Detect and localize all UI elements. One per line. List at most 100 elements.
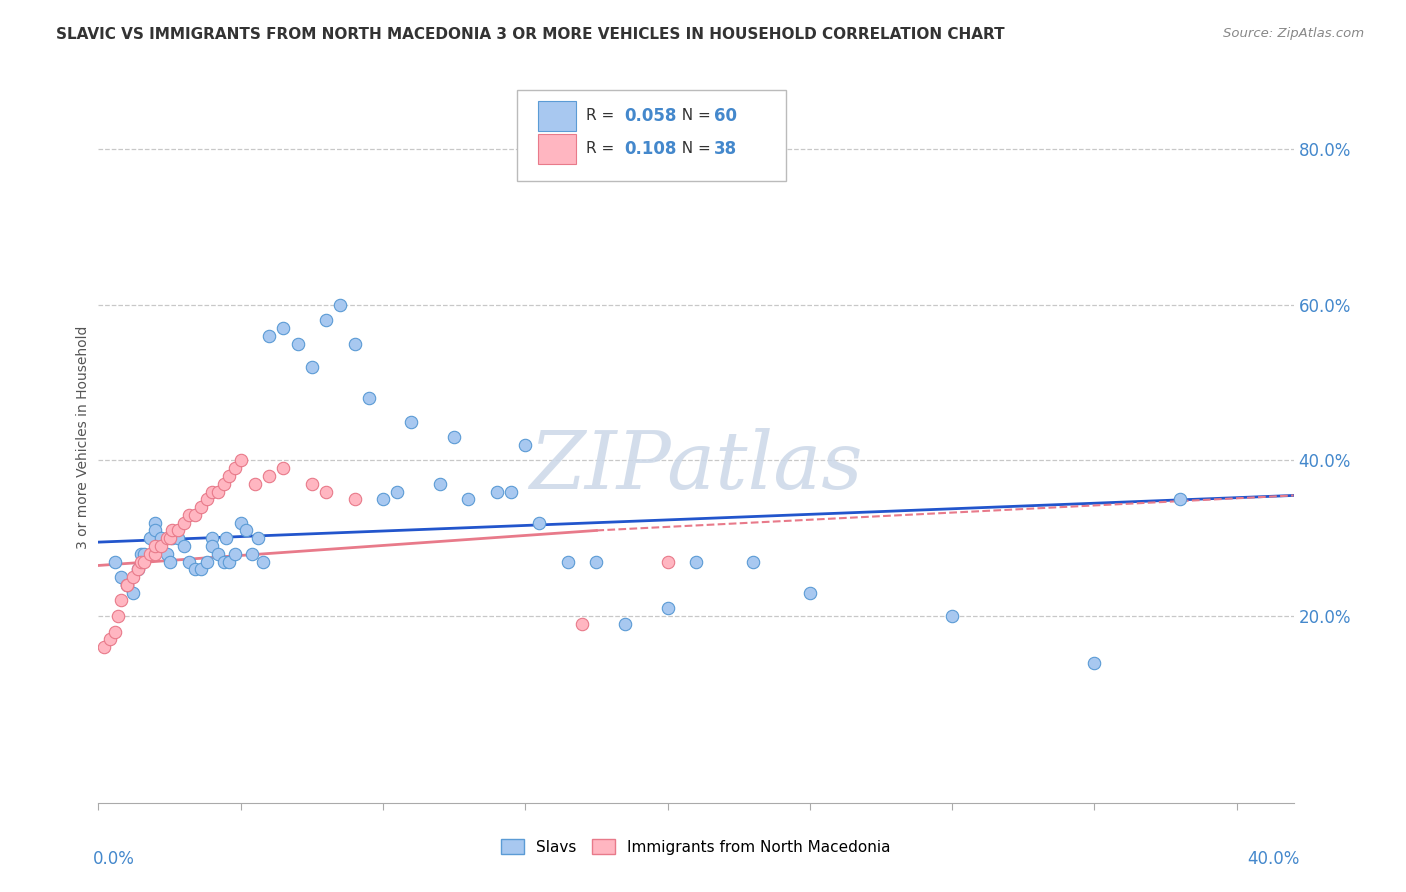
Point [243,476,266,491]
Point [159,555,181,569]
Point [107,609,129,624]
Point [179,555,201,569]
FancyBboxPatch shape [517,90,786,181]
Point [201,531,224,545]
Point [173,539,195,553]
Text: R =: R = [586,142,624,156]
FancyBboxPatch shape [538,134,576,164]
Point [110,570,132,584]
Point [246,531,269,545]
Point [143,547,166,561]
Point [201,484,224,499]
Text: 40.0%: 40.0% [1247,850,1299,868]
Point [273,321,295,335]
Point [195,555,218,569]
Point [257,469,280,483]
Point [685,555,707,569]
Point [138,547,160,561]
Point [207,547,229,561]
Point [799,585,821,599]
Point [657,555,679,569]
Point [138,531,160,545]
Point [557,555,579,569]
Point [357,391,380,405]
Point [115,578,138,592]
Point [129,555,152,569]
Text: 60: 60 [714,107,737,125]
Text: N =: N = [672,109,716,123]
Point [371,492,394,507]
Point [240,547,263,561]
Point [162,531,184,545]
Point [127,562,149,576]
Point [159,531,181,545]
Point [457,492,479,507]
Text: 0.0%: 0.0% [93,850,135,868]
Point [215,531,238,545]
Point [229,516,252,530]
Point [315,313,337,327]
Point [150,539,173,553]
Text: ZIPatlas: ZIPatlas [529,427,863,505]
Point [143,539,166,553]
Point [132,547,155,561]
Point [93,640,115,655]
Point [132,555,155,569]
Point [173,516,195,530]
Point [184,562,207,576]
Text: Source: ZipAtlas.com: Source: ZipAtlas.com [1223,27,1364,40]
Point [252,555,274,569]
Point [941,609,963,624]
Point [287,336,309,351]
Point [343,336,366,351]
Point [167,531,190,545]
Point [104,555,127,569]
Point [129,547,152,561]
Point [218,555,240,569]
Point [385,484,409,499]
Point [167,524,190,538]
Point [190,500,212,515]
Point [190,562,212,576]
Point [571,616,593,631]
Point [110,593,132,607]
Point [343,492,366,507]
Point [121,570,143,584]
Text: N =: N = [672,142,716,156]
Text: 0.108: 0.108 [624,140,676,158]
Y-axis label: 3 or more Vehicles in Household: 3 or more Vehicles in Household [76,326,90,549]
Point [235,524,257,538]
Point [429,476,451,491]
Point [273,461,295,475]
Point [98,632,121,647]
Point [212,476,235,491]
Point [499,484,522,499]
Point [115,578,138,592]
Point [301,359,323,374]
Point [162,524,184,538]
Point [515,438,537,452]
Point [657,601,679,615]
Point [156,547,179,561]
Point [179,508,201,522]
Point [150,531,173,545]
Point [224,461,246,475]
Point [329,298,352,312]
Point [443,430,465,444]
Point [212,555,235,569]
Point [315,484,337,499]
Point [257,329,280,343]
Point [121,585,143,599]
Point [218,469,240,483]
Point [224,547,246,561]
Point [1168,492,1191,507]
Point [485,484,508,499]
Text: SLAVIC VS IMMIGRANTS FROM NORTH MACEDONIA 3 OR MORE VEHICLES IN HOUSEHOLD CORREL: SLAVIC VS IMMIGRANTS FROM NORTH MACEDONI… [56,27,1005,42]
Point [127,562,149,576]
Text: 0.058: 0.058 [624,107,676,125]
Point [529,516,551,530]
Point [207,484,229,499]
Point [301,476,323,491]
Point [613,616,636,631]
Text: R =: R = [586,109,619,123]
